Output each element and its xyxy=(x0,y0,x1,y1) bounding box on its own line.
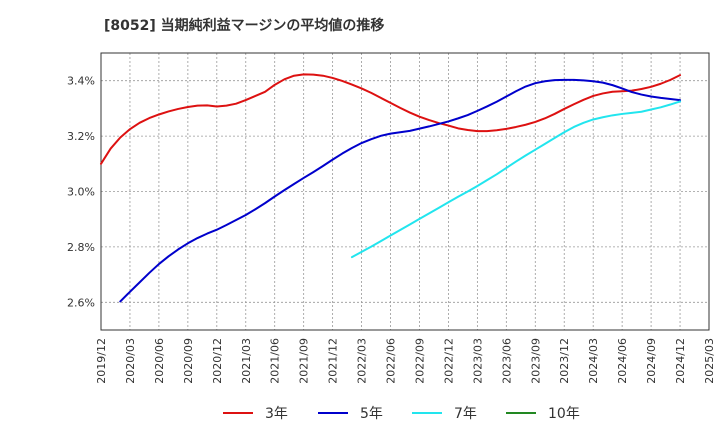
x-tick-label: 2021/06 xyxy=(269,338,282,384)
x-tick-label: 2023/03 xyxy=(471,338,484,384)
legend-label-1: 5年 xyxy=(360,406,383,422)
x-tick-label: 2023/12 xyxy=(558,338,571,384)
y-tick-label: 3.2% xyxy=(67,130,95,143)
legend-label-0: 3年 xyxy=(265,406,288,422)
x-tick-label: 2022/09 xyxy=(413,338,426,384)
x-tick-label: 2022/06 xyxy=(385,338,398,384)
series-lines xyxy=(100,73,682,303)
grid xyxy=(101,53,709,330)
x-tick-label: 2022/03 xyxy=(356,338,369,384)
x-tick-label: 2023/09 xyxy=(529,338,542,384)
x-tick-label: 2021/03 xyxy=(240,338,253,384)
x-tick-label: 2025/03 xyxy=(703,338,716,384)
chart-title: [8052] 当期純利益マージンの平均値の推移 xyxy=(104,17,384,34)
x-tick-label: 2022/12 xyxy=(442,338,455,384)
legend-label-2: 7年 xyxy=(454,406,477,422)
y-tick-label: 3.0% xyxy=(67,186,95,199)
x-tick-label: 2020/12 xyxy=(211,338,224,384)
y-tick-label: 3.4% xyxy=(67,75,95,88)
x-tick-label: 2023/06 xyxy=(500,338,513,384)
x-axis-ticks: 2019/12 2020/03 2020/06 2020/09 2020/12 2021/… xyxy=(95,338,716,384)
legend-label-3: 10年 xyxy=(548,406,580,422)
series-line-2 xyxy=(350,100,682,259)
x-tick-label: 2024/12 xyxy=(674,338,687,384)
series-line-1 xyxy=(119,78,682,303)
series-line-0 xyxy=(100,73,682,165)
y-tick-label: 2.6% xyxy=(67,296,95,309)
x-tick-label: 2021/12 xyxy=(327,338,340,384)
x-tick-label: 2020/03 xyxy=(124,338,137,384)
x-tick-label: 2024/06 xyxy=(616,338,629,384)
x-tick-label: 2020/09 xyxy=(182,338,195,384)
x-tick-label: 2024/03 xyxy=(587,338,600,384)
x-tick-label: 2020/06 xyxy=(153,338,166,384)
y-tick-label: 2.8% xyxy=(67,241,95,254)
x-tick-label: 2024/09 xyxy=(645,338,658,384)
plot-frame xyxy=(100,52,710,331)
y-axis-ticks: 2.6% 2.8% 3.0% 3.2% 3.4% xyxy=(67,75,95,310)
x-tick-label: 2021/09 xyxy=(298,338,311,384)
x-tick-label: 2019/12 xyxy=(95,338,108,384)
legend: 3年 5年 7年 10年 xyxy=(223,406,580,422)
